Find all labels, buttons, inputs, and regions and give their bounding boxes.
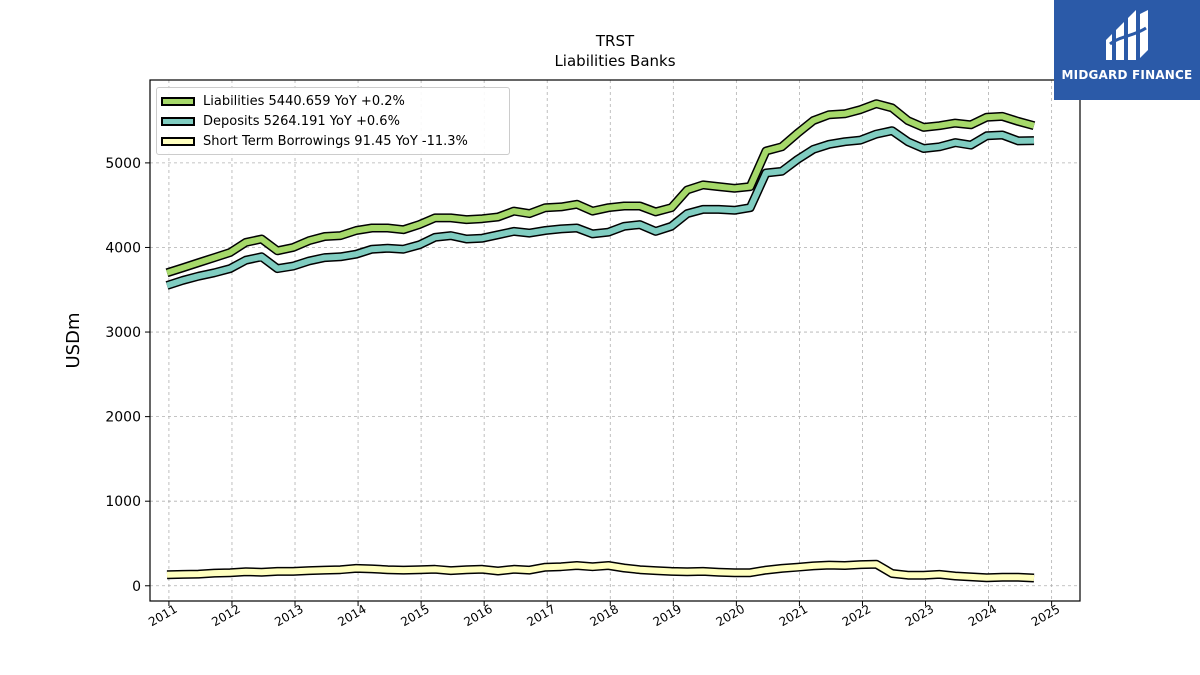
y-tick-label: 2000 xyxy=(105,410,141,426)
series-line-liabilities xyxy=(166,100,1035,276)
chart-subtitle: Liabilities Banks xyxy=(554,52,676,70)
x-tick-label: 2021 xyxy=(777,602,810,629)
legend-label-short-term-borrowings: Short Term Borrowings 91.45 YoY -11.3% xyxy=(203,133,468,149)
y-tick-label: 4000 xyxy=(105,240,141,256)
series-lines xyxy=(165,99,1036,583)
x-tick-label: 2023 xyxy=(903,602,936,629)
x-tick-label: 2019 xyxy=(651,602,684,629)
x-tick-label: 2015 xyxy=(398,602,431,629)
plot-frame xyxy=(149,79,1081,602)
legend-swatch-short-term-borrowings xyxy=(161,136,195,146)
legend-item-short-term-borrowings: Short Term Borrowings 91.45 YoY -11.3% xyxy=(161,132,468,150)
legend-swatch-deposits xyxy=(161,116,195,126)
x-tick-label: 2024 xyxy=(966,602,999,629)
x-tick-label: 2022 xyxy=(840,602,873,629)
y-tick-label: 5000 xyxy=(105,156,141,172)
y-tick-label: 0 xyxy=(132,579,141,595)
legend-item-deposits: Deposits 5264.191 YoY +0.6% xyxy=(161,112,400,130)
x-tick-label: 2014 xyxy=(335,602,368,629)
legend-label-liabilities: Liabilities 5440.659 YoY +0.2% xyxy=(203,93,405,109)
y-tick-label: 1000 xyxy=(105,494,141,510)
chart-title: TRST xyxy=(595,32,635,50)
x-tick-label: 2018 xyxy=(588,602,621,629)
x-tick-label: 2017 xyxy=(524,602,557,629)
y-axis-label: USDm xyxy=(63,313,84,369)
x-tick-label: 2025 xyxy=(1029,602,1062,629)
legend: Liabilities 5440.659 YoY +0.2% Deposits … xyxy=(156,87,510,155)
x-tick-label: 2011 xyxy=(146,602,179,629)
x-tick-label: 2012 xyxy=(209,602,242,629)
legend-swatch-liabilities xyxy=(161,96,195,106)
series-line-deposits xyxy=(166,127,1035,289)
x-tick-label: 2020 xyxy=(714,602,747,629)
logo: MIDGARD FINANCE xyxy=(1054,0,1200,100)
x-tick-label: 2016 xyxy=(461,602,494,629)
legend-label-deposits: Deposits 5264.191 YoY +0.6% xyxy=(203,113,400,129)
y-tick-label: 3000 xyxy=(105,325,141,341)
logo-text: MIDGARD FINANCE xyxy=(1061,68,1193,82)
grid xyxy=(150,80,1080,601)
x-tick-label: 2013 xyxy=(272,602,305,629)
logo-mark-icon xyxy=(1106,10,1148,60)
series-line-short-term-borrowings xyxy=(166,561,1035,581)
legend-item-liabilities: Liabilities 5440.659 YoY +0.2% xyxy=(161,92,405,110)
